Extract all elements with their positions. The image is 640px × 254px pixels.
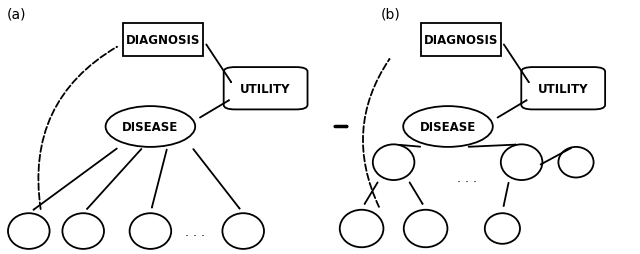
Text: DISEASE: DISEASE (420, 121, 476, 133)
Ellipse shape (340, 210, 383, 247)
FancyArrowPatch shape (497, 101, 527, 118)
FancyArrowPatch shape (34, 149, 117, 210)
FancyArrowPatch shape (87, 149, 141, 209)
Text: (a): (a) (6, 8, 26, 22)
Ellipse shape (8, 213, 50, 249)
FancyArrowPatch shape (200, 101, 229, 118)
Ellipse shape (129, 213, 172, 249)
Text: . . .: . . . (457, 171, 477, 184)
Bar (421, 24, 500, 57)
Text: UTILITY: UTILITY (538, 83, 588, 95)
Ellipse shape (63, 213, 104, 249)
FancyArrowPatch shape (410, 183, 422, 204)
FancyArrowPatch shape (468, 145, 516, 147)
Bar (123, 24, 204, 57)
Text: (b): (b) (381, 8, 401, 22)
FancyArrowPatch shape (504, 183, 509, 206)
Text: DIAGNOSIS: DIAGNOSIS (424, 34, 498, 47)
Text: UTILITY: UTILITY (241, 83, 291, 95)
FancyArrowPatch shape (38, 47, 117, 209)
FancyArrowPatch shape (504, 45, 529, 83)
Ellipse shape (558, 147, 594, 178)
Text: DIAGNOSIS: DIAGNOSIS (126, 34, 200, 47)
Ellipse shape (403, 107, 493, 147)
FancyArrowPatch shape (541, 149, 571, 165)
FancyArrowPatch shape (365, 183, 378, 204)
FancyArrowPatch shape (399, 145, 420, 147)
Text: DISEASE: DISEASE (122, 121, 179, 133)
Ellipse shape (500, 145, 542, 180)
Ellipse shape (372, 145, 415, 180)
Ellipse shape (485, 213, 520, 244)
FancyArrowPatch shape (363, 60, 389, 207)
FancyArrowPatch shape (193, 150, 239, 209)
Ellipse shape (223, 213, 264, 249)
Text: . . .: . . . (185, 225, 205, 237)
FancyArrowPatch shape (206, 45, 231, 83)
FancyBboxPatch shape (224, 68, 307, 110)
FancyBboxPatch shape (521, 68, 605, 110)
FancyArrowPatch shape (152, 150, 167, 208)
Ellipse shape (106, 107, 195, 147)
Ellipse shape (404, 210, 447, 247)
